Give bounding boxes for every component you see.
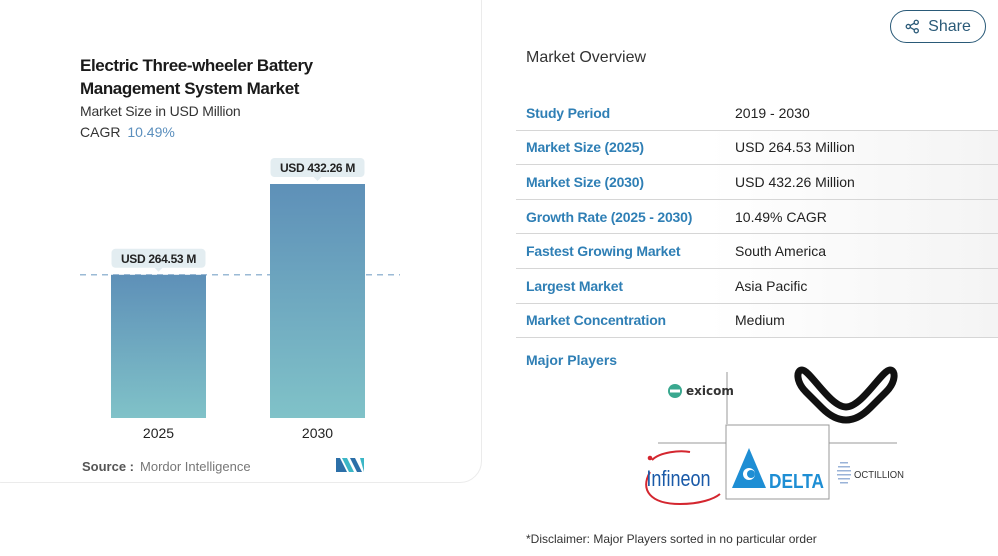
bird-logo-icon <box>794 366 898 424</box>
row-value: South America <box>735 243 827 260</box>
octillion-logo-icon: OCTILLION <box>837 462 904 484</box>
major-players-logos: exicom Infineon DELTA OCTILLION <box>645 366 904 506</box>
source-value: Mordor Intelligence <box>140 459 251 474</box>
disclaimer: *Disclaimer: Major Players sorted in no … <box>526 532 817 546</box>
exicom-logo-icon: exicom <box>668 384 734 398</box>
chart-card <box>0 0 482 483</box>
mordor-intelligence-logo-icon <box>336 458 364 472</box>
exicom-text: exicom <box>686 384 734 398</box>
overview-title: Market Overview <box>526 49 647 66</box>
delta-logo-icon: DELTA <box>732 448 824 493</box>
data-label-pointer <box>154 267 163 272</box>
share-button[interactable]: Share <box>890 10 986 43</box>
row-value: Medium <box>735 312 785 329</box>
overview-table: Study Period 2019 - 2030 Market Size (20… <box>516 96 998 339</box>
row-value: USD 264.53 Million <box>735 139 855 156</box>
x-tick-label: 2030 <box>302 425 333 441</box>
octillion-text: OCTILLION <box>854 470 904 481</box>
source-line: Source : Mordor Intelligence <box>82 459 251 474</box>
data-label-bg <box>270 158 365 177</box>
bar-chart: USD 264.53 M 2025 USD 432.26 M 2030 <box>80 158 400 441</box>
row-label: Fastest Growing Market <box>526 243 681 260</box>
share-label: Share <box>928 17 971 35</box>
overview-row: Study Period 2019 - 2030 <box>516 96 998 131</box>
overview-row: Market Size (2025) USD 264.53 Million <box>516 130 998 166</box>
overview-row: Growth Rate (2025 - 2030) 10.49% CAGR <box>516 199 998 235</box>
cagr-label: CAGR <box>80 124 121 140</box>
row-label: Study Period <box>526 104 610 121</box>
share-icon <box>905 19 920 34</box>
chart-subtitle: Market Size in USD Million <box>80 103 241 119</box>
row-value: USD 432.26 Million <box>735 173 855 190</box>
source-label: Source : <box>82 459 135 474</box>
row-label: Growth Rate (2025 - 2030) <box>526 208 693 225</box>
infineon-logo-icon: Infineon <box>645 450 721 506</box>
data-label-bg <box>111 248 206 268</box>
row-label: Market Size (2025) <box>526 139 644 156</box>
overview-row: Largest Market Asia Pacific <box>516 268 998 304</box>
row-value: 10.49% CAGR <box>735 208 827 225</box>
row-label: Market Size (2030) <box>526 173 644 190</box>
cagr-value: 10.49% <box>127 124 175 140</box>
data-label: USD 432.26 M <box>280 161 355 175</box>
major-players-label: Major Players <box>526 352 618 368</box>
row-value: Asia Pacific <box>735 277 808 294</box>
overview-row: Market Size (2030) USD 432.26 Million <box>516 165 998 200</box>
overview-row: Fastest Growing Market South America <box>516 234 998 269</box>
overview-row: Market Concentration Medium <box>516 303 998 339</box>
bar-2025 <box>111 274 206 418</box>
delta-text: DELTA <box>769 471 824 493</box>
row-label: Largest Market <box>526 277 623 294</box>
data-label-pointer <box>313 177 322 181</box>
chart-title: Electric Three-wheeler Battery Managemen… <box>80 56 313 98</box>
chart-cagr: CAGR 10.49% <box>80 124 175 140</box>
logo-divider <box>725 424 830 500</box>
x-tick-label: 2025 <box>143 425 174 441</box>
bar-2030 <box>270 184 365 418</box>
infineon-text: Infineon <box>646 467 710 491</box>
row-value: 2019 - 2030 <box>735 104 810 121</box>
row-label: Market Concentration <box>526 312 666 329</box>
data-label: USD 264.53 M <box>121 252 196 266</box>
